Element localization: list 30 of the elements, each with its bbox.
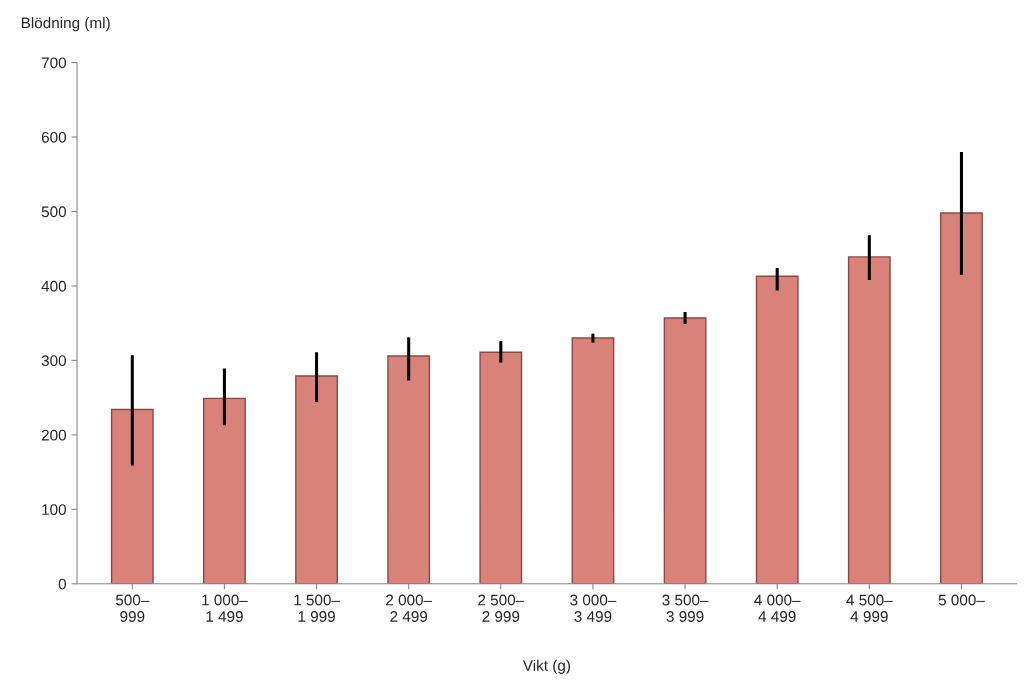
y-axis-title: Blödning (ml)	[21, 17, 110, 32]
x-tick-label: 3 500– 3 999	[662, 594, 709, 622]
y-tick-label: 700	[41, 57, 67, 69]
bar	[847, 256, 891, 584]
bar	[940, 212, 983, 584]
y-tick-label: 600	[41, 131, 67, 143]
x-tick-label: 2 000– 2 499	[386, 594, 433, 622]
bar	[295, 375, 338, 584]
x-tick-label: 1 000– 1 499	[202, 594, 248, 622]
x-tick-label: 2 500– 2 999	[478, 594, 525, 622]
y-tick-label: 300	[41, 355, 67, 367]
y-tick-label: 100	[42, 504, 67, 516]
x-tick-label: 3 000– 3 499	[570, 594, 617, 622]
bar	[755, 275, 799, 584]
x-tick-label: 500– 999	[115, 594, 150, 622]
bar	[203, 397, 246, 584]
bar	[387, 355, 431, 584]
bar	[479, 351, 523, 584]
y-tick-label: 200	[41, 429, 67, 441]
y-tick-label: 400	[41, 280, 67, 292]
x-tick-label: 4 000– 4 499	[754, 594, 801, 622]
x-tick-label: 1 500– 1 999	[294, 594, 340, 622]
y-tick-label: 0	[58, 578, 67, 590]
y-tick-label: 500	[41, 206, 67, 218]
x-tick-label: 4 500– 4 999	[846, 594, 893, 622]
x-axis-title: Vikt (g)	[522, 659, 570, 674]
bar	[571, 337, 615, 584]
bar	[110, 408, 154, 584]
bar	[663, 317, 707, 584]
x-tick-label: 5 000–	[938, 594, 985, 606]
